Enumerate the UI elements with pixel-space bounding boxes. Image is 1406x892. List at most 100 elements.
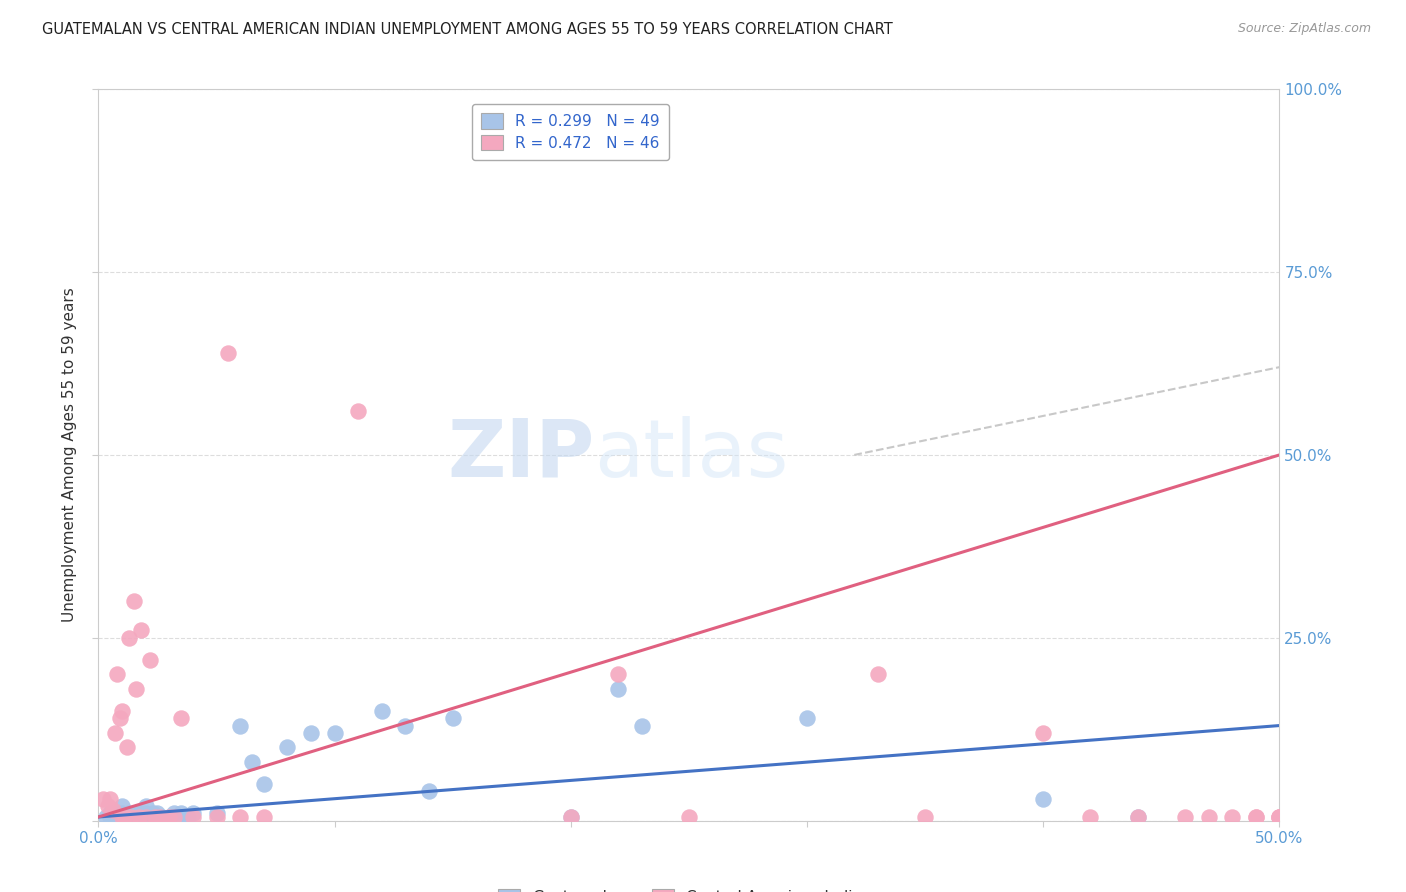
- Point: [1126, 810, 1149, 824]
- Text: ZIP: ZIP: [447, 416, 595, 494]
- Point: [181, 810, 204, 824]
- Point: [104, 810, 127, 824]
- Point: [98, 810, 121, 824]
- Point: [104, 726, 127, 740]
- Point: [1198, 810, 1220, 824]
- Point: [149, 810, 172, 824]
- Point: [678, 810, 700, 824]
- Point: [229, 718, 252, 732]
- Point: [111, 810, 134, 824]
- Point: [347, 404, 370, 418]
- Point: [129, 624, 152, 638]
- Point: [121, 810, 143, 824]
- Point: [1126, 810, 1149, 824]
- Point: [163, 810, 186, 824]
- Point: [157, 810, 180, 824]
- Text: Source: ZipAtlas.com: Source: ZipAtlas.com: [1237, 22, 1371, 36]
- Point: [111, 810, 134, 824]
- Point: [105, 667, 128, 681]
- Point: [118, 631, 141, 645]
- Point: [1268, 810, 1291, 824]
- Point: [418, 784, 440, 798]
- Point: [146, 806, 169, 821]
- Point: [135, 799, 157, 814]
- Point: [177, 810, 200, 824]
- Point: [217, 345, 239, 359]
- Point: [105, 806, 128, 821]
- Point: [630, 718, 652, 732]
- Point: [125, 681, 148, 696]
- Point: [181, 806, 204, 821]
- Point: [139, 653, 162, 667]
- Point: [866, 667, 889, 681]
- Point: [229, 810, 252, 824]
- Point: [108, 711, 131, 725]
- Point: [112, 810, 135, 824]
- Point: [150, 810, 173, 824]
- Point: [170, 806, 193, 821]
- Point: [97, 799, 120, 814]
- Point: [122, 810, 145, 824]
- Point: [205, 810, 228, 824]
- Point: [146, 810, 169, 824]
- Point: [1244, 810, 1267, 824]
- Point: [1174, 810, 1197, 824]
- Point: [115, 810, 138, 824]
- Legend: Guatemalans, Central American Indians: Guatemalans, Central American Indians: [489, 880, 889, 892]
- Point: [796, 711, 818, 725]
- Point: [129, 806, 152, 821]
- Point: [1032, 726, 1054, 740]
- Point: [122, 594, 145, 608]
- Point: [121, 810, 143, 824]
- Point: [323, 726, 346, 740]
- Point: [135, 806, 157, 821]
- Point: [1268, 810, 1291, 824]
- Point: [128, 810, 150, 824]
- Point: [135, 810, 157, 824]
- Point: [142, 806, 165, 821]
- Point: [98, 791, 121, 805]
- Point: [139, 810, 162, 824]
- Point: [441, 711, 464, 725]
- Point: [125, 810, 148, 824]
- Point: [1268, 810, 1291, 824]
- Point: [111, 704, 134, 718]
- Y-axis label: Unemployment Among Ages 55 to 59 years: Unemployment Among Ages 55 to 59 years: [62, 287, 77, 623]
- Point: [128, 810, 150, 824]
- Point: [253, 777, 276, 791]
- Point: [1080, 810, 1102, 824]
- Point: [118, 810, 141, 824]
- Point: [1032, 791, 1054, 805]
- Point: [560, 810, 582, 824]
- Point: [299, 726, 322, 740]
- Text: GUATEMALAN VS CENTRAL AMERICAN INDIAN UNEMPLOYMENT AMONG AGES 55 TO 59 YEARS COR: GUATEMALAN VS CENTRAL AMERICAN INDIAN UN…: [42, 22, 893, 37]
- Point: [118, 806, 141, 821]
- Point: [371, 704, 394, 718]
- Point: [111, 806, 134, 821]
- Point: [205, 806, 228, 821]
- Point: [143, 810, 166, 824]
- Point: [240, 755, 263, 769]
- Point: [94, 810, 117, 824]
- Point: [132, 810, 155, 824]
- Point: [91, 791, 114, 805]
- Point: [1244, 810, 1267, 824]
- Point: [607, 681, 630, 696]
- Point: [394, 718, 416, 732]
- Point: [276, 740, 298, 755]
- Point: [98, 806, 121, 821]
- Point: [163, 806, 186, 821]
- Point: [135, 810, 157, 824]
- Point: [253, 810, 276, 824]
- Point: [122, 806, 145, 821]
- Text: atlas: atlas: [595, 416, 789, 494]
- Point: [157, 810, 180, 824]
- Point: [607, 667, 630, 681]
- Point: [111, 799, 134, 814]
- Point: [560, 810, 582, 824]
- Point: [914, 810, 936, 824]
- Point: [170, 711, 193, 725]
- Point: [1220, 810, 1243, 824]
- Point: [108, 810, 131, 824]
- Point: [115, 740, 138, 755]
